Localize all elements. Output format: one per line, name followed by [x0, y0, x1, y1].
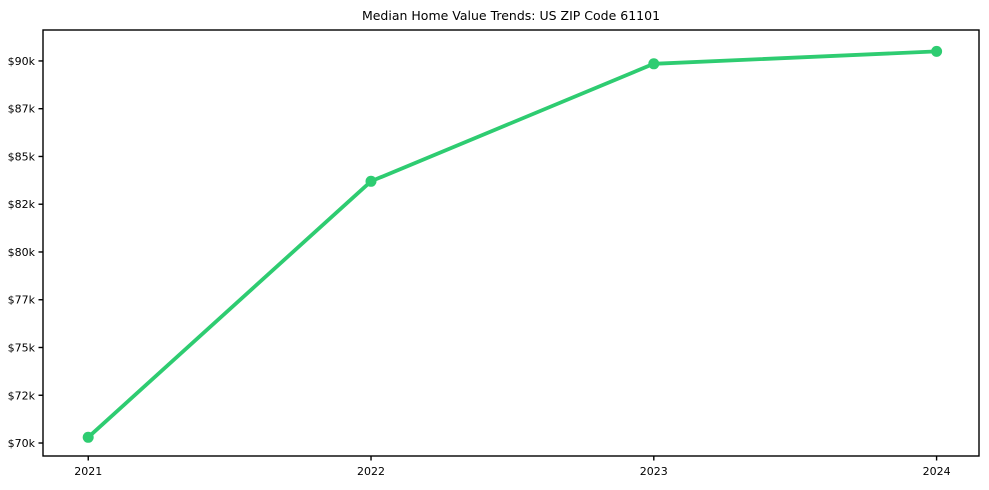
y-axis: $70k $72k $75k $77k $80k $82k $85k $87k $90k [8, 55, 43, 450]
x-tick-label: 2021 [74, 465, 102, 478]
x-tick-label: 2023 [640, 465, 668, 478]
y-tick-label: $85k [8, 150, 36, 163]
data-point-marker [931, 45, 943, 57]
trend-line [86, 49, 939, 440]
y-tick-label: $75k [8, 341, 36, 354]
y-tick-label: $80k [8, 246, 36, 259]
y-tick-label: $87k [8, 103, 36, 116]
data-point-marker [648, 58, 660, 70]
data-point-marker [365, 175, 377, 187]
y-tick-label: $90k [8, 55, 36, 68]
x-axis: 2021 2022 2023 2024 [74, 456, 951, 478]
y-tick-label: $77k [8, 294, 36, 307]
y-tick-label: $72k [8, 389, 36, 402]
data-series [82, 45, 943, 443]
x-tick-label: 2024 [923, 465, 951, 478]
y-tick-label: $82k [8, 198, 36, 211]
y-tick-label: $70k [8, 437, 36, 450]
data-point-marker [82, 431, 94, 443]
chart-title: Median Home Value Trends: US ZIP Code 61… [362, 8, 660, 23]
plot-border [42, 29, 980, 457]
x-tick-label: 2022 [357, 465, 385, 478]
